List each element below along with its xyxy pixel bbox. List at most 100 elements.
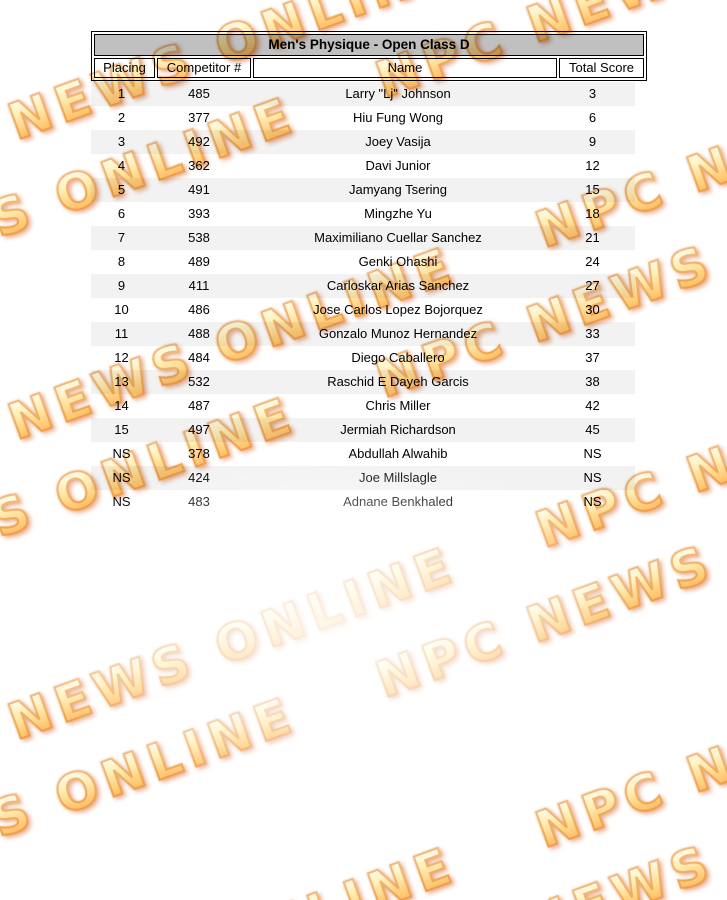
cell-competitor-number: 377 — [188, 110, 210, 125]
column-header-name: Name — [253, 58, 557, 78]
cell-name: Raschid E Dayeh Garcis — [327, 374, 469, 389]
cell-name: Abdullah Alwahib — [348, 446, 448, 461]
cell-name: Adnane Benkhaled — [343, 494, 453, 509]
cell-name: Maximiliano Cuellar Sanchez — [314, 230, 482, 245]
cell-name: Mingzhe Yu — [364, 206, 432, 221]
cell-placing: NS — [112, 470, 131, 485]
column-header-competitor-number: Competitor # — [157, 58, 251, 78]
cell-name: Carloskar Arias Sanchez — [326, 278, 470, 293]
cell-competitor-number: 492 — [188, 134, 210, 149]
table-row: 4 362 Davi Junior 12 — [91, 154, 635, 178]
cell-name: Joe Millslagle — [358, 470, 438, 485]
cell-placing: 15 — [114, 422, 129, 437]
cell-competitor-number: 424 — [188, 470, 210, 485]
cell-total-score: 12 — [585, 158, 600, 173]
cell-name: Davi Junior — [365, 158, 431, 173]
table-row: NS 483 Adnane Benkhaled NS — [91, 490, 635, 514]
cell-placing: 10 — [114, 302, 129, 317]
cell-total-score: 33 — [585, 326, 600, 341]
cell-placing: NS — [112, 446, 131, 461]
cell-placing: 9 — [117, 278, 126, 293]
cell-total-score: 42 — [585, 398, 600, 413]
cell-total-score: 45 — [585, 422, 600, 437]
cell-total-score: 37 — [585, 350, 600, 365]
table-row: 9 411 Carloskar Arias Sanchez 27 — [91, 274, 635, 298]
cell-competitor-number: 538 — [188, 230, 210, 245]
table-row: 2 377 Hiu Fung Wong 6 — [91, 106, 635, 130]
cell-total-score: NS — [583, 494, 602, 509]
results-header-table: Men's Physique - Open Class D Placing Co… — [91, 31, 648, 81]
table-row: 6 393 Mingzhe Yu 18 — [91, 202, 635, 226]
cell-placing: 5 — [117, 182, 126, 197]
cell-placing: 8 — [117, 254, 126, 269]
cell-placing: NS — [112, 494, 131, 509]
cell-total-score: 9 — [588, 134, 597, 149]
table-row: NS 378 Abdullah Alwahib NS — [91, 442, 635, 466]
cell-name: Chris Miller — [365, 398, 431, 413]
cell-competitor-number: 489 — [188, 254, 210, 269]
watermark-text-line: NPC NEWS ONLINE NPC NEWS ONLINE NPC NEWS… — [0, 611, 727, 900]
cell-competitor-number: 486 — [188, 302, 210, 317]
table-row: 11 488 Gonzalo Munoz Hernandez 33 — [91, 322, 635, 346]
cell-placing: 14 — [114, 398, 129, 413]
cell-total-score: NS — [583, 446, 602, 461]
cell-total-score: 6 — [588, 110, 597, 125]
table-row: 1 485 Larry "Lj" Johnson 3 — [91, 82, 635, 106]
table-row: 3 492 Joey Vasija 9 — [91, 130, 635, 154]
cell-name: Gonzalo Munoz Hernandez — [318, 326, 478, 341]
table-title: Men's Physique - Open Class D — [94, 34, 645, 56]
cell-competitor-number: 484 — [188, 350, 210, 365]
cell-name: Hiu Fung Wong — [352, 110, 444, 125]
cell-total-score: 21 — [585, 230, 600, 245]
cell-name: Joey Vasija — [365, 134, 431, 149]
cell-placing: 13 — [114, 374, 129, 389]
cell-competitor-number: 483 — [188, 494, 210, 509]
cell-competitor-number: 497 — [188, 422, 210, 437]
cell-competitor-number: 378 — [188, 446, 210, 461]
cell-competitor-number: 487 — [188, 398, 210, 413]
cell-competitor-number: 488 — [188, 326, 210, 341]
cell-placing: 2 — [117, 110, 126, 125]
cell-total-score: 30 — [585, 302, 600, 317]
cell-total-score: 18 — [585, 206, 600, 221]
cell-competitor-number: 411 — [188, 278, 210, 293]
table-row: 5 491 Jamyang Tsering 15 — [91, 178, 635, 202]
results-data-table: 1 485 Larry "Lj" Johnson 3 2 377 Hiu Fung Wong… — [91, 82, 635, 514]
cell-competitor-number: 532 — [188, 374, 210, 389]
table-row: 7 538 Maximiliano Cuellar Sanchez 21 — [91, 226, 635, 250]
results-table-container: Men's Physique - Open Class D Placing Co… — [91, 31, 648, 514]
table-row: 14 487 Chris Miller 42 — [91, 394, 635, 418]
cell-total-score: 15 — [585, 182, 600, 197]
table-row: 12 484 Diego Caballero 37 — [91, 346, 635, 370]
table-row: NS 424 Joe Millslagle NS — [91, 466, 635, 490]
cell-placing: 3 — [117, 134, 126, 149]
cell-competitor-number: 393 — [188, 206, 210, 221]
cell-competitor-number: 491 — [188, 182, 210, 197]
table-row: 13 532 Raschid E Dayeh Garcis 38 — [91, 370, 635, 394]
cell-total-score: 3 — [588, 86, 597, 101]
cell-competitor-number: 485 — [188, 86, 210, 101]
cell-total-score: 24 — [585, 254, 600, 269]
column-header-placing: Placing — [94, 58, 155, 78]
cell-name: Genki Ohashi — [358, 254, 438, 269]
table-row: 10 486 Jose Carlos Lopez Bojorquez 30 — [91, 298, 635, 322]
cell-placing: 1 — [117, 86, 126, 101]
cell-name: Larry "Lj" Johnson — [345, 86, 451, 101]
cell-placing: 6 — [117, 206, 126, 221]
cell-total-score: NS — [583, 470, 602, 485]
cell-placing: 12 — [114, 350, 129, 365]
cell-name: Jamyang Tsering — [348, 182, 448, 197]
column-header-total-score: Total Score — [559, 58, 645, 78]
cell-placing: 7 — [117, 230, 126, 245]
cell-total-score: 27 — [585, 278, 600, 293]
cell-placing: 11 — [114, 326, 129, 341]
watermark-text-line: NPC NEWS ONLINE NPC NEWS ONLINE NPC NEWS… — [0, 461, 727, 900]
cell-total-score: 38 — [585, 374, 600, 389]
cell-name: Jose Carlos Lopez Bojorquez — [313, 302, 483, 317]
table-row: 8 489 Genki Ohashi 24 — [91, 250, 635, 274]
cell-placing: 4 — [117, 158, 126, 173]
cell-name: Jermiah Richardson — [340, 422, 456, 437]
table-row: 15 497 Jermiah Richardson 45 — [91, 418, 635, 442]
cell-competitor-number: 362 — [188, 158, 210, 173]
